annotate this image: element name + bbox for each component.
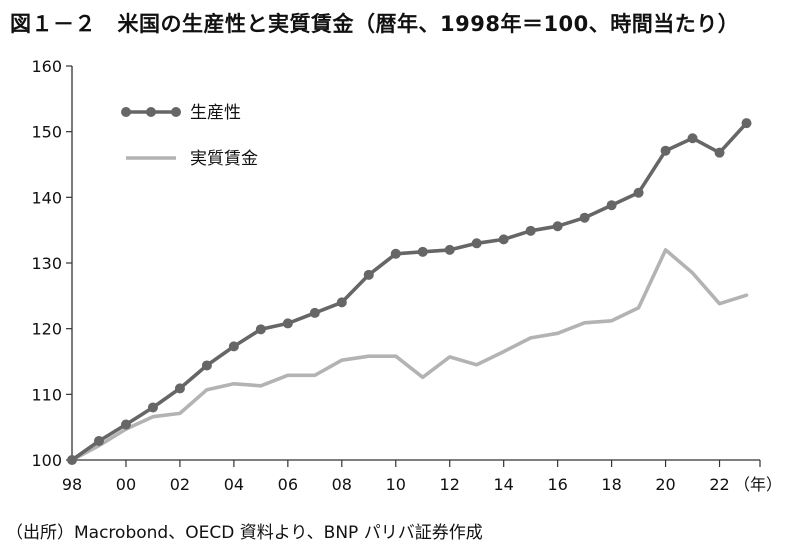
x-tick-label: 10 xyxy=(386,475,406,494)
x-tick-label: 02 xyxy=(170,475,190,494)
data-point xyxy=(67,455,77,465)
data-point xyxy=(417,246,428,257)
axes: 100 110 120 130 140 150 160 98 00 02 04 06 08 10 12 14 1… xyxy=(31,57,782,494)
series-productivity xyxy=(67,118,752,465)
series-layer xyxy=(67,118,752,465)
x-tick-label: 20 xyxy=(655,475,675,494)
y-tick-label: 140 xyxy=(31,188,62,207)
x-tick-label: 06 xyxy=(278,475,298,494)
data-point xyxy=(444,244,455,255)
data-point xyxy=(255,324,266,335)
x-tick-label: 18 xyxy=(601,475,621,494)
legend-entry: 生産性 xyxy=(121,103,241,123)
data-point xyxy=(363,269,374,280)
chart-title: 図１－２ 米国の生産性と実質賃金（暦年、1998年＝100、時間当たり） xyxy=(10,12,740,36)
legend-entry: 実質賃金 xyxy=(126,149,258,169)
data-point xyxy=(498,234,509,245)
data-point xyxy=(174,383,185,394)
legend-marker xyxy=(171,107,181,117)
data-point xyxy=(714,147,725,158)
series-real-wage xyxy=(70,248,749,462)
data-point xyxy=(687,133,698,144)
data-point xyxy=(525,225,536,236)
data-point xyxy=(282,318,293,329)
data-point xyxy=(309,307,320,318)
data-point xyxy=(606,200,617,211)
y-tick-label: 120 xyxy=(31,320,62,339)
x-tick-label: 12 xyxy=(440,475,460,494)
data-point xyxy=(633,187,644,198)
y-tick-label: 160 xyxy=(31,57,62,76)
data-point xyxy=(93,435,104,446)
y-tick-label: 130 xyxy=(31,254,62,273)
y-tick-label: 100 xyxy=(31,451,62,470)
data-point xyxy=(201,360,212,371)
x-tick-label: 04 xyxy=(224,475,244,494)
source-note: （出所）Macrobond、OECD 資料より、BNP パリバ証券作成 xyxy=(6,523,483,543)
x-tick-label: 14 xyxy=(494,475,514,494)
series-line xyxy=(70,248,749,462)
data-point xyxy=(120,419,131,430)
x-axis-label: （年） xyxy=(734,475,782,494)
data-point xyxy=(147,402,158,413)
legend-label: 生産性 xyxy=(190,103,241,123)
data-point xyxy=(390,248,401,259)
legend-marker xyxy=(121,107,131,117)
x-tick-label: 22 xyxy=(709,475,729,494)
x-tick-label: 00 xyxy=(116,475,136,494)
x-tick-label: 16 xyxy=(547,475,567,494)
legend-marker xyxy=(146,107,156,117)
data-point xyxy=(336,297,347,308)
data-point xyxy=(228,341,239,352)
x-tick-label: 98 xyxy=(62,475,82,494)
legend-label: 実質賃金 xyxy=(190,149,258,169)
data-point xyxy=(552,221,563,232)
data-point xyxy=(471,238,482,249)
data-point xyxy=(660,145,671,156)
data-point xyxy=(579,212,590,223)
y-tick-label: 110 xyxy=(31,385,62,404)
x-tick-label: 08 xyxy=(332,475,352,494)
y-tick-label: 150 xyxy=(31,123,62,142)
data-point xyxy=(741,118,752,129)
